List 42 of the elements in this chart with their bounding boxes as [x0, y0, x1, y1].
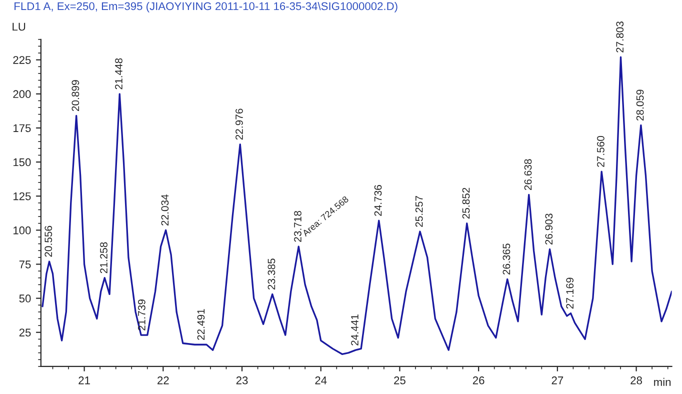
y-axis-title: LU	[12, 22, 26, 31]
x-tick-label: 21	[78, 376, 90, 384]
x-tick-label: 26	[472, 376, 484, 384]
x-tick-label: 27	[552, 376, 564, 384]
annotation: 25.257	[415, 196, 423, 227]
annotation: 20.556	[44, 226, 52, 257]
y-tick-label: 50	[19, 294, 31, 302]
annotation: 23.718	[294, 210, 302, 242]
annotation: 26.903	[545, 214, 553, 245]
x-tick-label: 25	[394, 376, 406, 384]
chart-title: FLD1 A, Ex=250, Em=395 (JIAOYIYING 2011-10-11 16-35-34\SIG1000002.D)	[14, 2, 398, 12]
annotation: 22.976	[236, 108, 243, 140]
annotation: 27.169	[566, 278, 574, 309]
x-tick-label: 22	[158, 376, 169, 384]
x-axis-title: min	[654, 378, 671, 386]
annotation: 21.258	[100, 242, 108, 274]
y-tick-label: 200	[13, 90, 31, 98]
line-series	[42, 56, 672, 355]
y-tick-label: 225	[13, 56, 31, 64]
annotation: 27.803	[616, 22, 624, 52]
annotation: 26.638	[524, 159, 532, 190]
x-tick-label: 23	[236, 376, 248, 384]
y-tick-label: 175	[14, 124, 31, 132]
x-tick-label: 28	[630, 376, 642, 384]
annotation: 24.441	[351, 314, 358, 346]
annotation: 23.385	[268, 258, 276, 290]
annotation: 26.365	[502, 244, 510, 275]
y-tick-label: 25	[19, 328, 31, 336]
annotation: 22.491	[197, 309, 205, 340]
annotation: 22.034	[161, 194, 169, 226]
annotation: 21.448	[115, 58, 122, 90]
annotation: 21.739	[138, 300, 146, 330]
annotation: 28.059	[636, 90, 644, 121]
y-tick-label: 125	[14, 192, 31, 200]
annotation: 20.899	[72, 80, 80, 112]
y-tick-label: 75	[19, 260, 31, 268]
annotation: 24.736	[374, 185, 382, 216]
annotation: 27.560	[597, 136, 604, 167]
y-tick-label: 100	[14, 226, 31, 234]
x-tick-label: 24	[315, 376, 327, 384]
annotation: 25.852	[462, 188, 470, 219]
y-tick-label: 150	[14, 158, 31, 166]
